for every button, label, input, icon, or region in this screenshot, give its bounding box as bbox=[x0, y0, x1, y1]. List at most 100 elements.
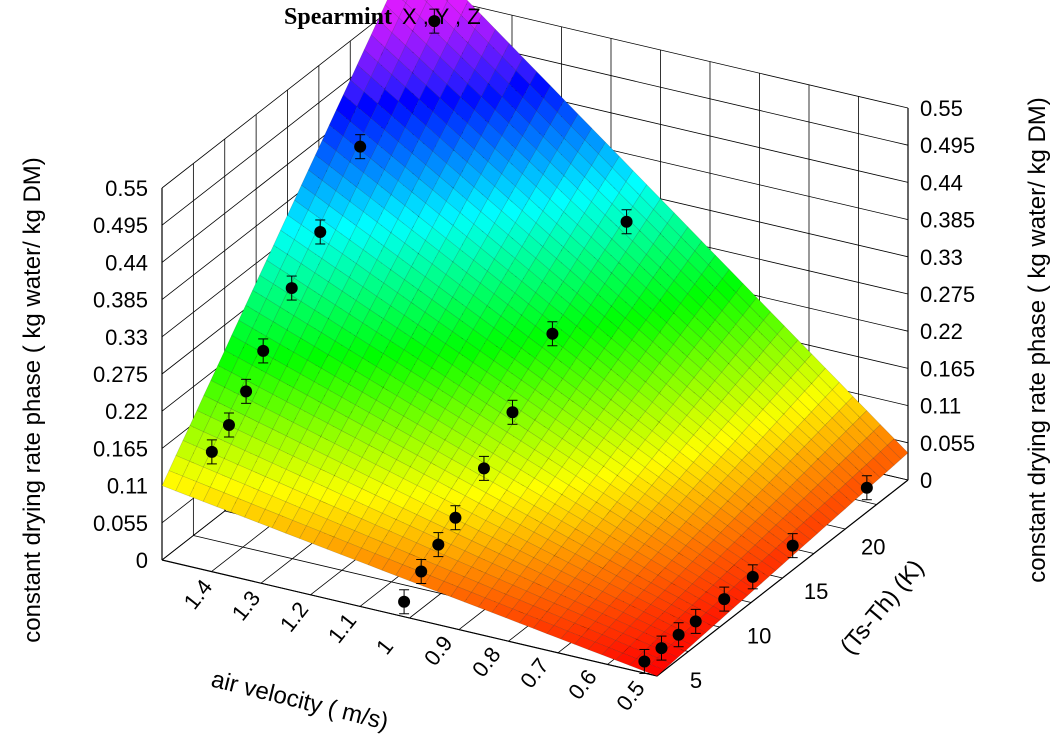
surface-cell bbox=[410, 358, 433, 381]
surface-cell bbox=[361, 476, 384, 496]
surface-cell bbox=[377, 4, 400, 34]
surface-cell bbox=[480, 198, 502, 224]
surface-cell bbox=[445, 0, 449, 2]
surface-cell bbox=[424, 0, 428, 3]
surface-cell bbox=[432, 97, 455, 125]
surface-cell bbox=[382, 471, 404, 491]
data-point bbox=[240, 378, 253, 404]
z-tick-label-right: 0.33 bbox=[920, 245, 963, 270]
surface-cell bbox=[328, 229, 350, 255]
data-point bbox=[354, 134, 367, 160]
surface-cell bbox=[383, 194, 406, 220]
surface-cell bbox=[608, 640, 631, 654]
surface-cell bbox=[430, 420, 453, 441]
data-point bbox=[620, 209, 633, 235]
surface-cell bbox=[361, 412, 384, 434]
surface-cell bbox=[383, 232, 406, 257]
surface-cell bbox=[294, 184, 316, 211]
surface-cell bbox=[280, 214, 302, 241]
surface-cell bbox=[369, 259, 392, 284]
surface-mesh bbox=[161, 0, 909, 677]
data-point bbox=[546, 321, 559, 347]
surface-cell bbox=[649, 657, 672, 671]
surface-cell bbox=[342, 79, 365, 108]
surface-cell bbox=[410, 289, 433, 313]
surface-cell bbox=[299, 462, 322, 483]
data-point bbox=[285, 275, 298, 301]
y-tick-label: 10 bbox=[747, 624, 771, 649]
surface-cell bbox=[286, 387, 308, 410]
surface-cell bbox=[432, 56, 455, 85]
surface-cell bbox=[381, 558, 404, 576]
x-tick-label: 1.2 bbox=[275, 597, 314, 636]
surface-cell bbox=[492, 499, 514, 519]
surface-cell bbox=[481, 82, 503, 111]
surface-cell bbox=[466, 186, 489, 213]
surface-cell bbox=[425, 111, 448, 139]
z-tick-label-left: 0.44 bbox=[105, 250, 148, 275]
surface-cell bbox=[460, 83, 482, 111]
surface-cell bbox=[397, 205, 419, 231]
surface-cell bbox=[444, 428, 467, 449]
surface-cell bbox=[349, 64, 372, 93]
data-marker bbox=[240, 385, 253, 398]
surface-cell bbox=[446, 0, 469, 16]
data-point bbox=[638, 648, 651, 674]
z-tick-label-left: 0.495 bbox=[93, 213, 148, 238]
surface-cell bbox=[306, 449, 329, 470]
surface-cell bbox=[363, 76, 386, 105]
surface-cell bbox=[416, 443, 439, 464]
surface-cell bbox=[335, 253, 357, 278]
surface-cell bbox=[390, 292, 412, 316]
data-point bbox=[428, 8, 441, 34]
data-marker bbox=[449, 511, 462, 524]
surface-cell bbox=[451, 477, 473, 497]
y-tick-label: 20 bbox=[861, 535, 885, 560]
surface-cell bbox=[464, 540, 487, 558]
y-tick-label: 5 bbox=[690, 668, 702, 693]
surface-cell bbox=[355, 249, 378, 274]
surface-cell bbox=[237, 450, 260, 471]
surface-cell bbox=[492, 471, 515, 491]
surface-cell bbox=[370, 103, 392, 131]
surface-cell bbox=[404, 266, 426, 291]
data-point bbox=[746, 564, 759, 590]
y-axis-label: (Ts-Th) (K) bbox=[835, 555, 929, 660]
surface-cell bbox=[354, 457, 377, 477]
surface-cell bbox=[307, 345, 329, 369]
tick-labels: 0 0 0.055 0.055 0.11 0.11 0.165 0.165 0.22 0.22 0.… bbox=[93, 96, 975, 715]
z-axis-label-right: constant drying rate phase ( kg water/ k… bbox=[1024, 97, 1051, 583]
surface-cell bbox=[383, 155, 406, 182]
data-marker bbox=[689, 615, 702, 628]
surface-cell bbox=[487, 109, 510, 137]
surface-cell bbox=[754, 560, 776, 578]
data-point bbox=[689, 608, 702, 634]
surface-cell bbox=[465, 394, 488, 416]
data-point bbox=[432, 532, 445, 558]
surface-cell bbox=[438, 309, 460, 333]
surface-cell bbox=[471, 502, 494, 521]
surface-cell bbox=[460, 0, 483, 30]
data-marker bbox=[672, 628, 685, 641]
x-tick-label: 0.7 bbox=[515, 653, 554, 692]
surface-cell bbox=[488, 28, 510, 58]
data-marker bbox=[314, 225, 327, 238]
surface-cell bbox=[438, 237, 461, 263]
data-point bbox=[672, 622, 685, 648]
x-tick-label: 1 bbox=[371, 634, 398, 659]
surface-cell bbox=[368, 432, 391, 453]
surface-cell bbox=[733, 580, 756, 596]
surface-cell bbox=[403, 302, 426, 326]
surface-cell bbox=[265, 321, 288, 345]
surface-cell bbox=[430, 388, 453, 410]
data-marker bbox=[354, 140, 367, 153]
surface-cell bbox=[362, 272, 385, 297]
surface-cell bbox=[416, 411, 439, 433]
surface-cell bbox=[444, 458, 466, 479]
surface-cell bbox=[402, 0, 408, 4]
surface-cell bbox=[734, 510, 756, 529]
surface-cell bbox=[299, 525, 321, 545]
x-tick-label: 0.5 bbox=[611, 676, 650, 715]
surface-cell bbox=[313, 468, 335, 489]
data-point bbox=[786, 533, 799, 559]
